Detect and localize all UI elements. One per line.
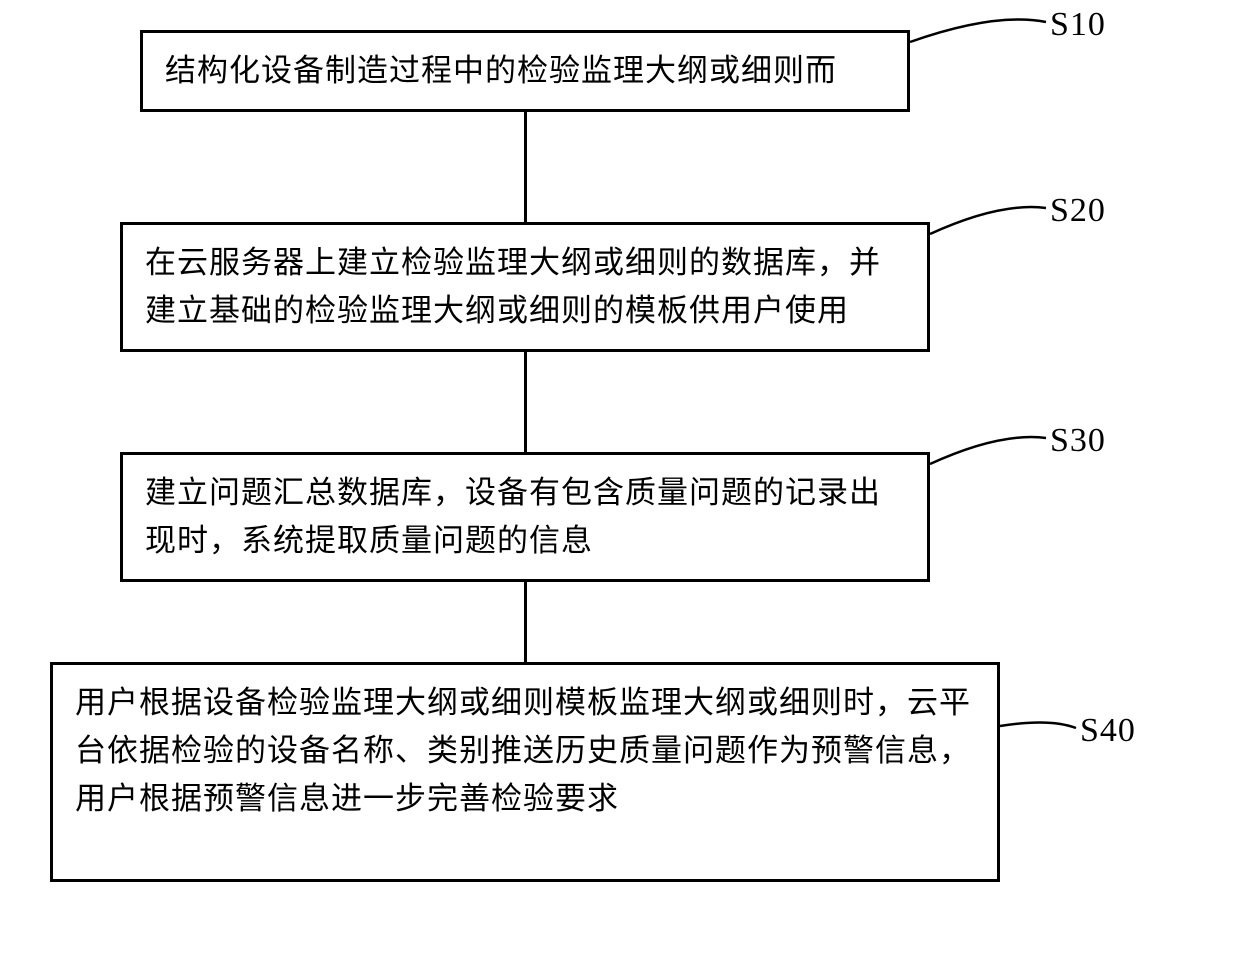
step-label: S10: [1050, 6, 1106, 44]
step-label: S40: [1080, 712, 1136, 750]
connector: [524, 112, 527, 222]
flow-step-s20: 在云服务器上建立检验监理大纲或细则的数据库，并建立基础的检验监理大纲或细则的模板…: [50, 222, 1190, 352]
flow-step-s40: 用户根据设备检验监理大纲或细则模板监理大纲或细则时，云平台依据检验的设备名称、类…: [50, 662, 1190, 882]
connector: [524, 582, 527, 662]
step-label: S30: [1050, 422, 1106, 460]
step-box: 建立问题汇总数据库，设备有包含质量问题的记录出现时，系统提取质量问题的信息: [120, 452, 930, 582]
flowchart-container: 结构化设备制造过程中的检验监理大纲或细则而S10 在云服务器上建立检验监理大纲或细…: [50, 30, 1190, 882]
step-box: 用户根据设备检验监理大纲或细则模板监理大纲或细则时，云平台依据检验的设备名称、类…: [50, 662, 1000, 882]
step-box: 结构化设备制造过程中的检验监理大纲或细则而: [140, 30, 910, 112]
step-box: 在云服务器上建立检验监理大纲或细则的数据库，并建立基础的检验监理大纲或细则的模板…: [120, 222, 930, 352]
flow-step-s10: 结构化设备制造过程中的检验监理大纲或细则而S10: [50, 30, 1190, 112]
connector: [524, 352, 527, 452]
flow-step-s30: 建立问题汇总数据库，设备有包含质量问题的记录出现时，系统提取质量问题的信息S30: [50, 452, 1190, 582]
step-label: S20: [1050, 192, 1106, 230]
